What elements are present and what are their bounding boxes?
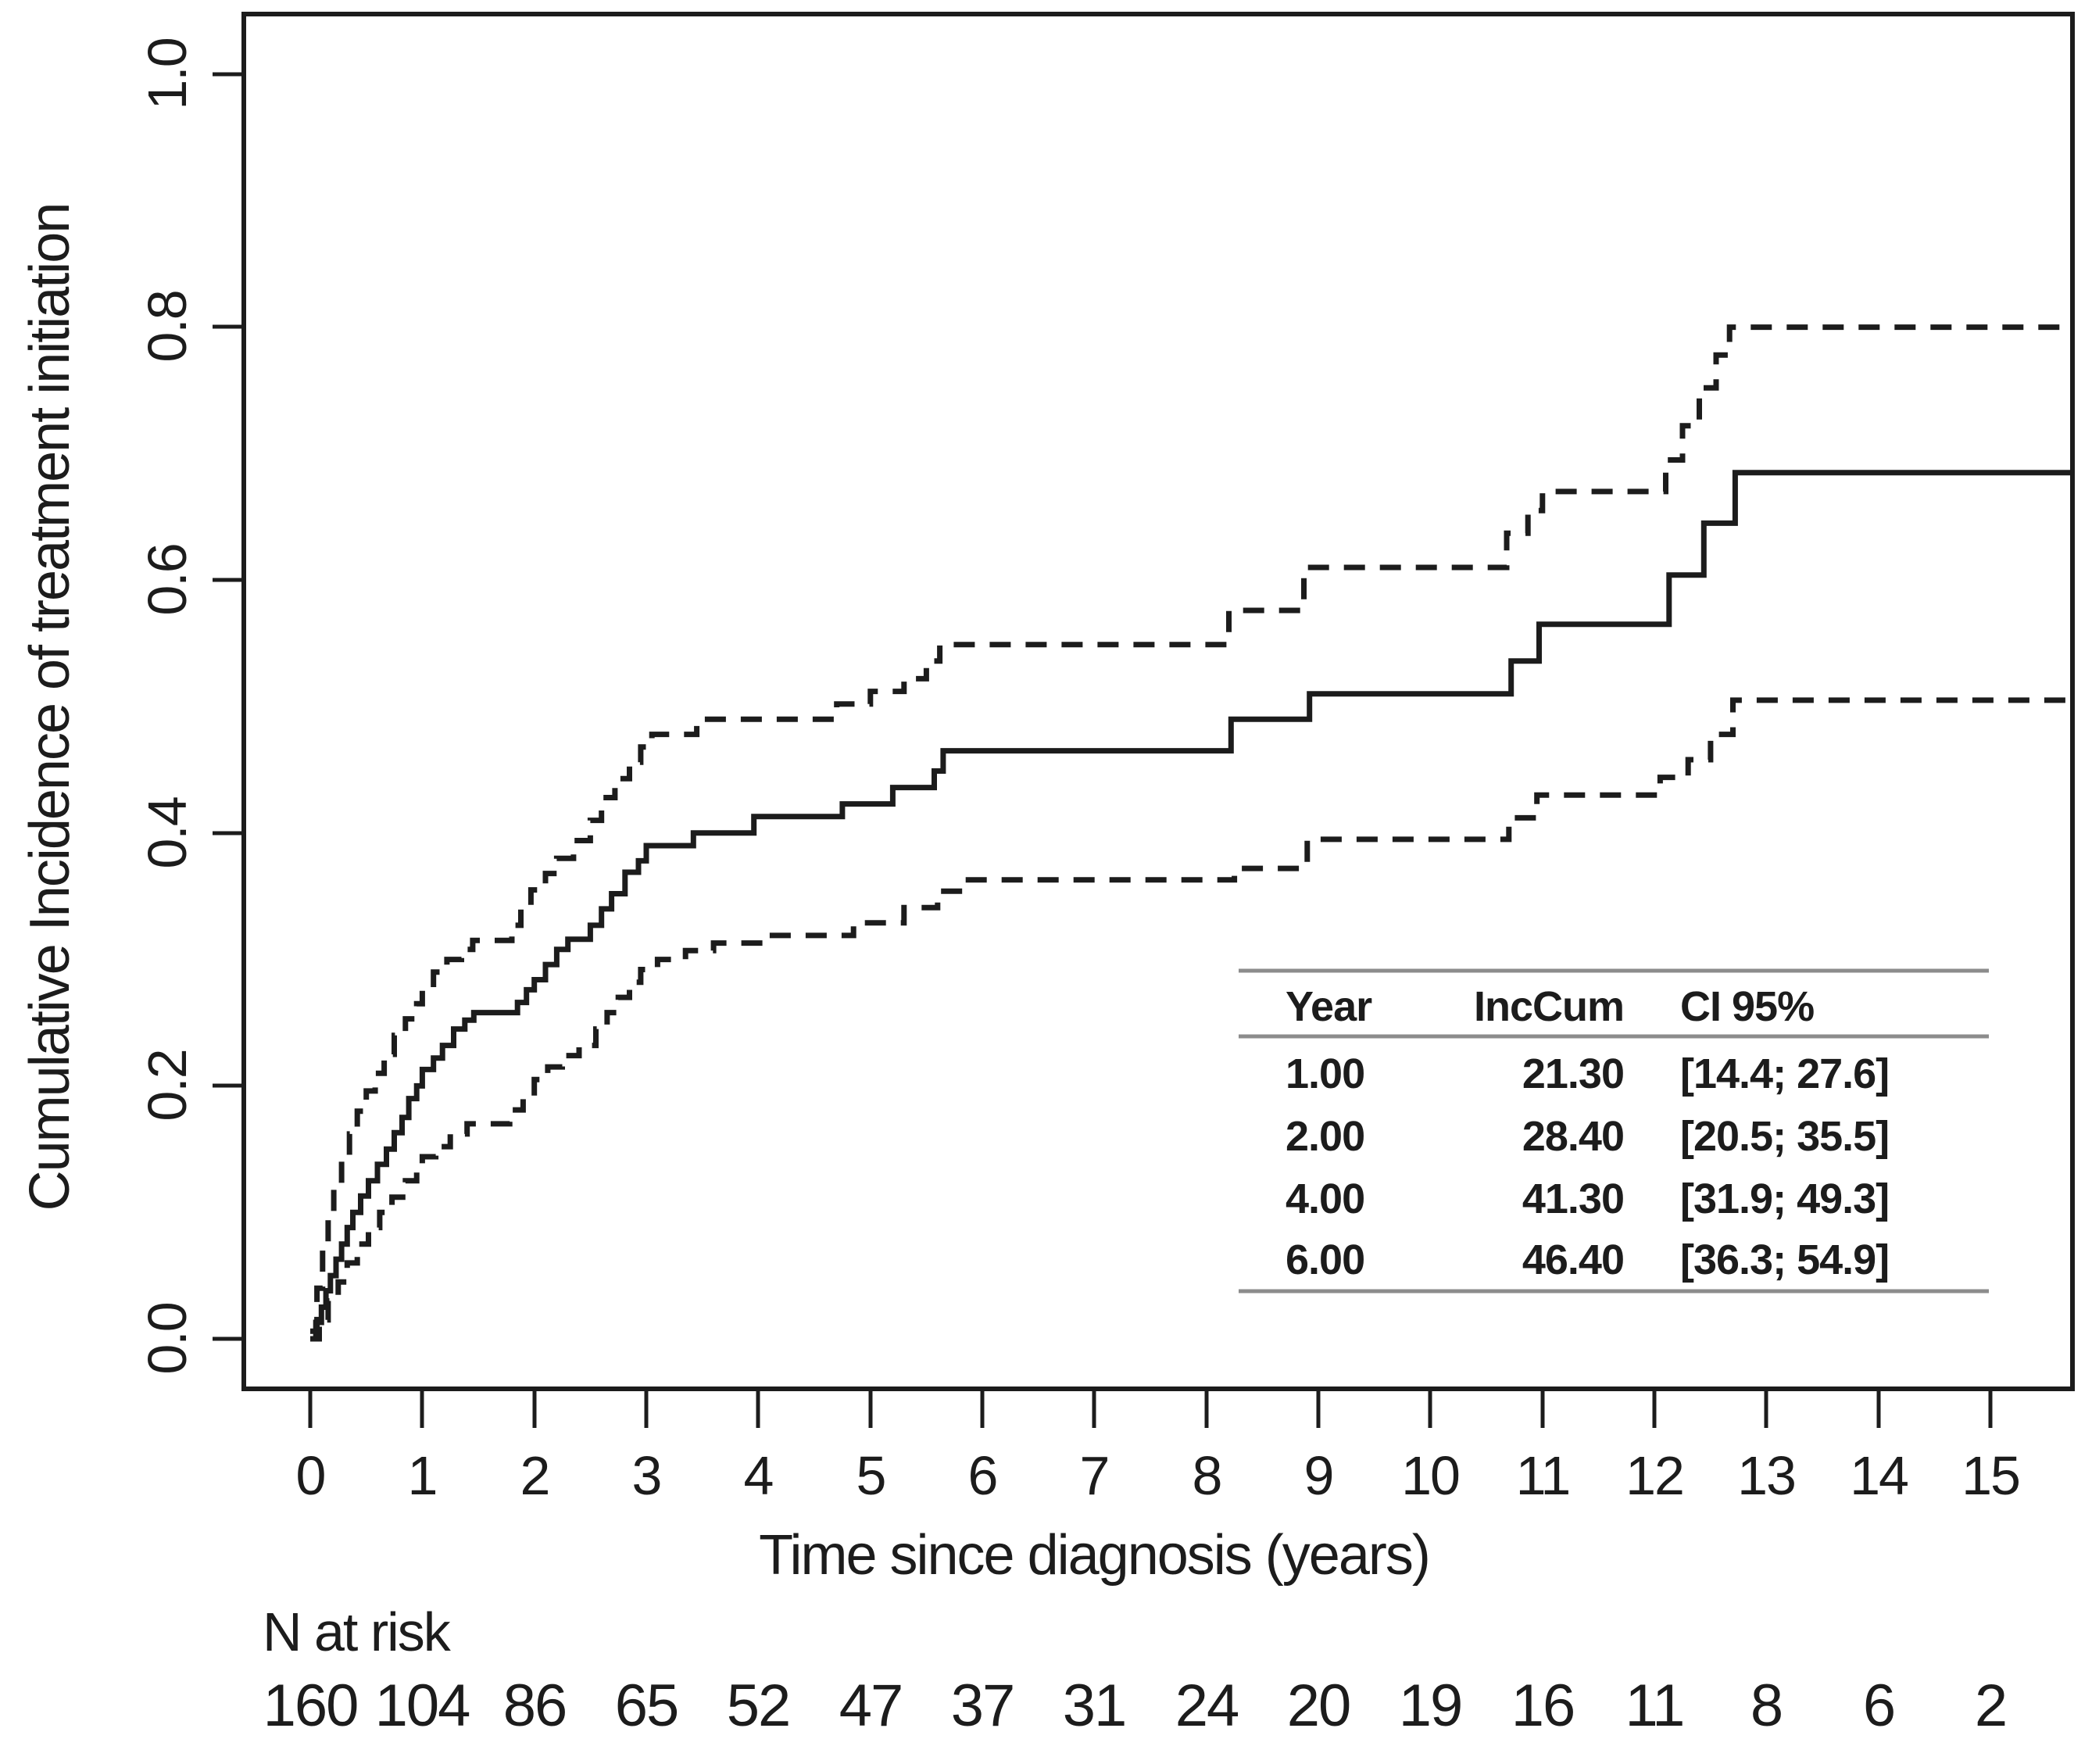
n-at-risk-count: 16: [1511, 1673, 1575, 1739]
table-cell-inccum: 46.40: [1522, 1236, 1624, 1283]
x-tick-label: 3: [632, 1445, 661, 1506]
y-tick-label: 0.2: [137, 1050, 198, 1121]
table-cell-ci: [20.5; 35.5]: [1680, 1113, 1889, 1160]
n-at-risk-count: 37: [951, 1673, 1014, 1739]
x-tick-label: 14: [1850, 1445, 1908, 1506]
y-axis-title: Cumulative Incidence of treatment initia…: [19, 204, 81, 1211]
inset-table: Year IncCum CI 95% 1.00 21.30 [14.4; 27.…: [1239, 968, 1989, 1293]
table-cell-ci: [31.9; 49.3]: [1680, 1175, 1889, 1222]
x-tick-label: 8: [1193, 1445, 1221, 1506]
x-tick-label: 6: [968, 1445, 997, 1506]
table-header-inccum: IncCum: [1474, 983, 1624, 1030]
x-tick-label: 11: [1516, 1445, 1570, 1506]
n-at-risk-count: 160: [263, 1673, 358, 1739]
n-at-risk: N at risk 160 104 86 65 52 47 37 31 24 2…: [263, 1601, 2008, 1739]
table-cell-inccum: 21.30: [1522, 1050, 1624, 1097]
table-cell-year: 1.00: [1286, 1050, 1364, 1097]
y-tick-label: 0.6: [137, 544, 198, 615]
lower-ci-line: [310, 697, 2072, 1342]
upper-ci-line: [310, 324, 2072, 1334]
n-at-risk-count: 8: [1750, 1673, 1782, 1739]
table-header-ci95: CI 95%: [1680, 983, 1814, 1030]
table-cell-year: 6.00: [1286, 1236, 1364, 1283]
x-tick-label: 15: [1961, 1445, 2019, 1506]
x-tick-label: 12: [1625, 1445, 1683, 1506]
x-axis-ticks: [308, 1389, 1993, 1428]
y-axis-tick-labels: 0.0 0.2 0.4 0.6 0.8 1.0: [137, 38, 198, 1374]
n-at-risk-count: 47: [839, 1673, 903, 1739]
x-tick-label: 1: [408, 1445, 437, 1506]
table-row: 2.00 28.40 [20.5; 35.5]: [1286, 1113, 1890, 1160]
series-lines: [310, 324, 2072, 1342]
table-header-year: Year: [1286, 983, 1372, 1030]
y-tick-label: 0.0: [137, 1303, 198, 1374]
x-axis-tick-labels: 0 1 2 3 4 5 6 7 8 9 10 11 12 13 14 15: [296, 1445, 2021, 1506]
n-at-risk-count: 20: [1287, 1673, 1350, 1739]
n-at-risk-count: 11: [1625, 1673, 1684, 1739]
plot-border: [241, 12, 2075, 1391]
table-cell-inccum: 28.40: [1522, 1113, 1624, 1160]
y-axis-ticks: [213, 72, 244, 1341]
x-tick-label: 10: [1401, 1445, 1459, 1506]
n-at-risk-label: N at risk: [263, 1601, 452, 1662]
table-cell-ci: [14.4; 27.6]: [1680, 1050, 1889, 1097]
x-tick-label: 7: [1080, 1445, 1109, 1506]
table-row: 6.00 46.40 [36.3; 54.9]: [1286, 1236, 1890, 1283]
n-at-risk-count: 2: [1975, 1673, 2006, 1739]
x-tick-label: 4: [744, 1445, 773, 1506]
x-tick-label: 2: [520, 1445, 549, 1506]
n-at-risk-count: 86: [503, 1673, 567, 1739]
x-tick-label: 5: [856, 1445, 885, 1506]
x-tick-label: 9: [1304, 1445, 1333, 1506]
n-at-risk-count: 52: [727, 1673, 790, 1739]
n-at-risk-count: 6: [1863, 1673, 1894, 1739]
table-cell-inccum: 41.30: [1522, 1175, 1624, 1222]
n-at-risk-count: 24: [1175, 1673, 1239, 1739]
x-tick-label: 0: [296, 1445, 325, 1506]
n-at-risk-count: 104: [375, 1673, 470, 1739]
y-tick-label: 0.4: [137, 797, 198, 868]
n-at-risk-count: 31: [1063, 1673, 1126, 1739]
y-tick-label: 0.8: [137, 291, 198, 362]
table-row: 4.00 41.30 [31.9; 49.3]: [1286, 1175, 1890, 1222]
y-tick-label: 1.0: [137, 38, 198, 109]
table-cell-ci: [36.3; 54.9]: [1680, 1236, 1889, 1283]
x-axis-title: Time since diagnosis (years): [759, 1524, 1429, 1587]
estimate-line: [310, 470, 2072, 1342]
table-row: 1.00 21.30 [14.4; 27.6]: [1286, 1050, 1890, 1097]
n-at-risk-count: 19: [1399, 1673, 1462, 1739]
x-tick-label: 13: [1737, 1445, 1795, 1506]
table-cell-year: 4.00: [1286, 1175, 1364, 1222]
n-at-risk-count: 65: [615, 1673, 678, 1739]
table-cell-year: 2.00: [1286, 1113, 1364, 1160]
